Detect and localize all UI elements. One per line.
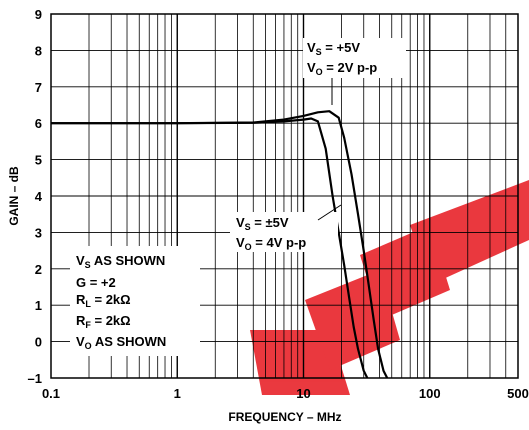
y-tick-label: 6 (35, 116, 42, 131)
condition-rf: RF = 2kΩ (76, 313, 131, 330)
y-tick-label: 5 (35, 153, 42, 168)
x-axis-title: FREQUENCY – MHz (228, 410, 341, 424)
series-line-1 (51, 110, 389, 379)
x-tick-labels: 0.1 1 10 100 500 (42, 386, 529, 401)
annotation-vs-pm5-leader (317, 204, 342, 221)
condition-rl: RL = 2kΩ (76, 292, 131, 309)
x-tick-label: 0.1 (42, 386, 60, 401)
x-tick-label: 100 (419, 386, 441, 401)
annotation-vs-pm5-line1: VS = ±5V (236, 215, 289, 232)
annotation-vs5-line2: VO = 2V p-p (307, 60, 377, 77)
y-tick-label: 4 (35, 189, 43, 204)
y-tick-label: 0 (35, 335, 42, 350)
annotation-vs-pm5-line2: VO = 4V p-p (236, 235, 306, 252)
plot-frame (50, 13, 519, 379)
annotation-vs5-line1: VS = +5V (307, 40, 360, 57)
condition-gain: G = +2 (76, 275, 116, 290)
y-tick-label: 2 (35, 262, 42, 277)
condition-vs: VS AS SHOWN (76, 253, 165, 270)
series-group (51, 110, 389, 379)
annotation-vs5: VS = +5V VO = 2V p-p (303, 38, 406, 105)
y-tick-label: –1 (28, 371, 42, 386)
y-tick-label: 8 (35, 43, 42, 58)
annotation-vs-pm5: VS = ±5V VO = 4V p-p (230, 204, 342, 252)
series-line-2 (51, 117, 369, 379)
test-conditions: VS AS SHOWN G = +2 RL = 2kΩ RF = 2kΩ VO … (70, 246, 200, 356)
y-axis-title: GAIN – dB (7, 166, 21, 226)
x-tick-label: 500 (507, 386, 529, 401)
y-tick-label: 1 (35, 298, 42, 313)
condition-vo: VO AS SHOWN (76, 334, 166, 351)
y-tick-label: 9 (35, 7, 42, 22)
test-conditions-bg (70, 246, 200, 356)
annotation-vs5-bg (303, 38, 406, 78)
x-tick-label: 10 (296, 386, 310, 401)
y-tick-label: 3 (35, 225, 42, 240)
y-tick-labels: –1 0 1 2 3 4 5 6 7 8 9 (28, 7, 43, 386)
x-tick-label: 1 (174, 386, 181, 401)
y-tick-label: 7 (35, 80, 42, 95)
